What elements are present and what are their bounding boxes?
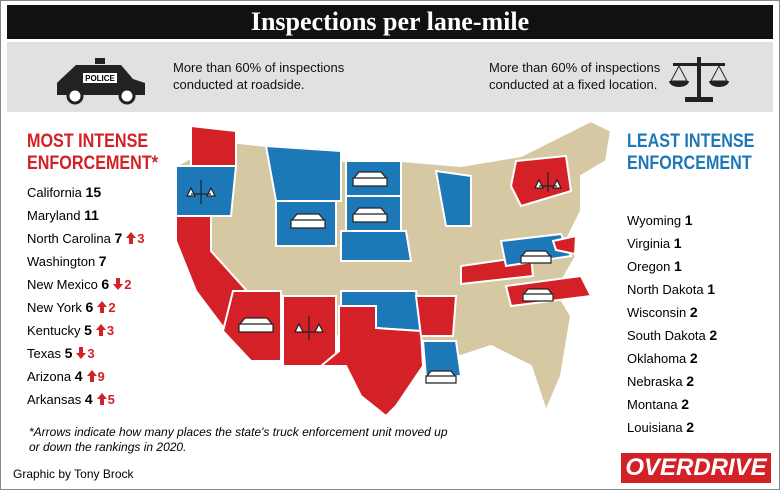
rank-change: 9 [97,369,105,384]
rank-change: 2 [124,277,132,292]
state-name: Virginia [627,236,671,251]
brand-logo: OVERDRIVE [621,453,771,483]
rank-change: 2 [108,300,116,315]
scale-icon [669,57,729,102]
state-row: Nebraska 2 [627,370,717,393]
state-value: 4 [74,368,83,384]
state-value: 11 [84,207,99,223]
state-name: Oklahoma [627,351,687,366]
state-name: Wisconsin [627,305,687,320]
us-map [175,119,613,416]
rank-arrow [95,324,106,336]
state-row: Washington 7 [27,250,144,273]
state-name: Maryland [27,208,81,223]
state-row: North Dakota 1 [627,278,717,301]
state-name: North Dakota [627,282,704,297]
state-name: South Dakota [627,328,706,343]
state-value: 2 [689,350,698,366]
state-value: 7 [98,253,107,269]
title: Inspections per lane-mile [7,5,773,39]
state-name: Washington [27,254,96,269]
state-row: Wyoming 1 [627,209,717,232]
rank-arrow [86,370,97,382]
state-value: 7 [114,230,123,246]
state-name: Texas [27,346,61,361]
rank-arrow [76,347,87,359]
state-value: 4 [84,391,93,407]
state-name: Kentucky [27,323,81,338]
state-value: 2 [689,304,698,320]
state-row: Louisiana 2 [627,416,717,439]
state-value: 2 [686,373,695,389]
state-row: Wisconsin 2 [627,301,717,324]
state-value: 2 [686,419,695,435]
state-name: Arkansas [27,392,82,407]
state-row: South Dakota 2 [627,324,717,347]
legend-fixed: More than 60% of inspections conducted a… [489,60,661,92]
most-heading: MOST INTENSE ENFORCEMENT* [27,131,159,174]
footnote: *Arrows indicate how many places the sta… [29,425,448,454]
legend-roadside: More than 60% of inspections conducted a… [173,60,345,92]
state-name: Louisiana [627,420,683,435]
state-row: Oregon 1 [627,255,717,278]
state-value: 2 [709,327,718,343]
credit: Graphic by Tony Brock [13,467,134,481]
least-list: Wyoming 1 Virginia 1 Oregon 1 North Dakota … [627,209,717,439]
legend-band [7,42,773,112]
state-name: New Mexico [27,277,98,292]
rank-change: 3 [137,231,145,246]
state-row: Montana 2 [627,393,717,416]
most-list: California 15 Maryland 11 North Carolina 7… [27,181,144,411]
rank-change: 3 [87,346,95,361]
state-value: 5 [64,345,73,361]
state-name: North Carolina [27,231,111,246]
state-name: Oregon [627,259,671,274]
state-row: Oklahoma 2 [627,347,717,370]
state-value: 1 [707,281,716,297]
rank-arrow [97,301,108,313]
state-row: Virginia 1 [627,232,717,255]
state-value: 15 [85,184,102,200]
rank-change: 3 [106,323,115,338]
state-name: New York [27,300,82,315]
state-name: Montana [627,397,678,412]
state-name: Arizona [27,369,72,384]
state-row: Maryland 11 [27,204,144,227]
state-value: 1 [673,235,682,251]
state-value: 5 [84,322,92,338]
rank-arrow [96,393,107,405]
state-value: 6 [101,276,110,292]
state-value: 1 [674,258,682,274]
state-value: 1 [684,212,693,228]
state-name: Wyoming [627,213,682,228]
state-value: 6 [85,299,94,315]
rank-arrow [113,278,124,290]
state-name: Nebraska [627,374,683,389]
rank-change: 5 [107,392,115,407]
state-value: 2 [681,396,690,412]
least-heading: LEAST INTENSE ENFORCEMENT [627,131,755,174]
rank-arrow [126,232,137,244]
icon-label: POLICE [85,74,115,83]
state-name: California [27,185,82,200]
police-car-icon: POLICE [57,58,145,105]
state-row: California 15 [27,181,144,204]
